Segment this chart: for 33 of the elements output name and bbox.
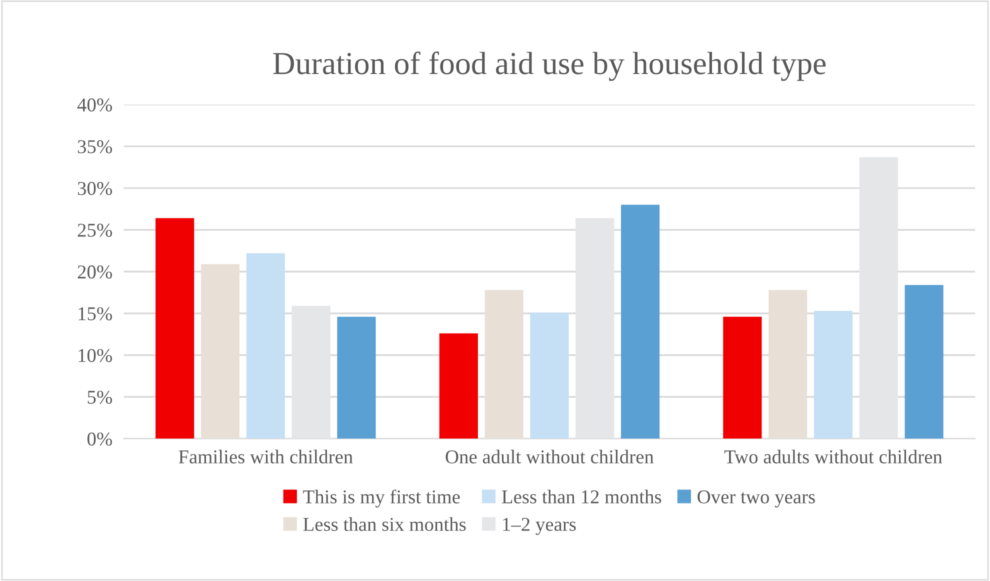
bar [723, 316, 762, 439]
y-tick-label: 35% [78, 140, 112, 154]
y-tick-label: 40% [77, 98, 112, 112]
bar [439, 333, 478, 439]
legend-label: This is my first time [303, 490, 460, 508]
bar [156, 218, 194, 439]
y-tick-label: 15% [78, 307, 112, 320]
chart-title: Duration of food aid use by household type [273, 52, 826, 81]
bar [904, 284, 944, 439]
y-tick-label: 25% [78, 224, 112, 237]
bar [576, 218, 614, 439]
bar [814, 310, 853, 439]
legend-label: Less than six months [303, 517, 466, 531]
y-tick-label: 20% [78, 265, 112, 279]
y-tick-label: 5% [88, 390, 112, 404]
bar [246, 253, 285, 439]
bar [292, 306, 330, 439]
legend-label: 1–2 years [503, 518, 576, 535]
legend-label: Over two years [698, 490, 815, 508]
bar [859, 157, 898, 439]
legend-label: Less than 12 months [502, 490, 662, 504]
x-tick-label: Two adults without children [724, 450, 942, 464]
bar [484, 290, 524, 439]
bar [768, 290, 808, 439]
bar [200, 264, 240, 439]
x-tick-label: Families with children [178, 450, 353, 464]
x-tick-label: One adult without children [446, 450, 654, 464]
y-tick-label: 10% [78, 348, 112, 362]
y-tick-label: 30% [78, 182, 112, 196]
y-tick-label: 0% [87, 432, 112, 446]
bar [337, 316, 376, 439]
bar [620, 204, 660, 439]
bar [530, 312, 569, 439]
